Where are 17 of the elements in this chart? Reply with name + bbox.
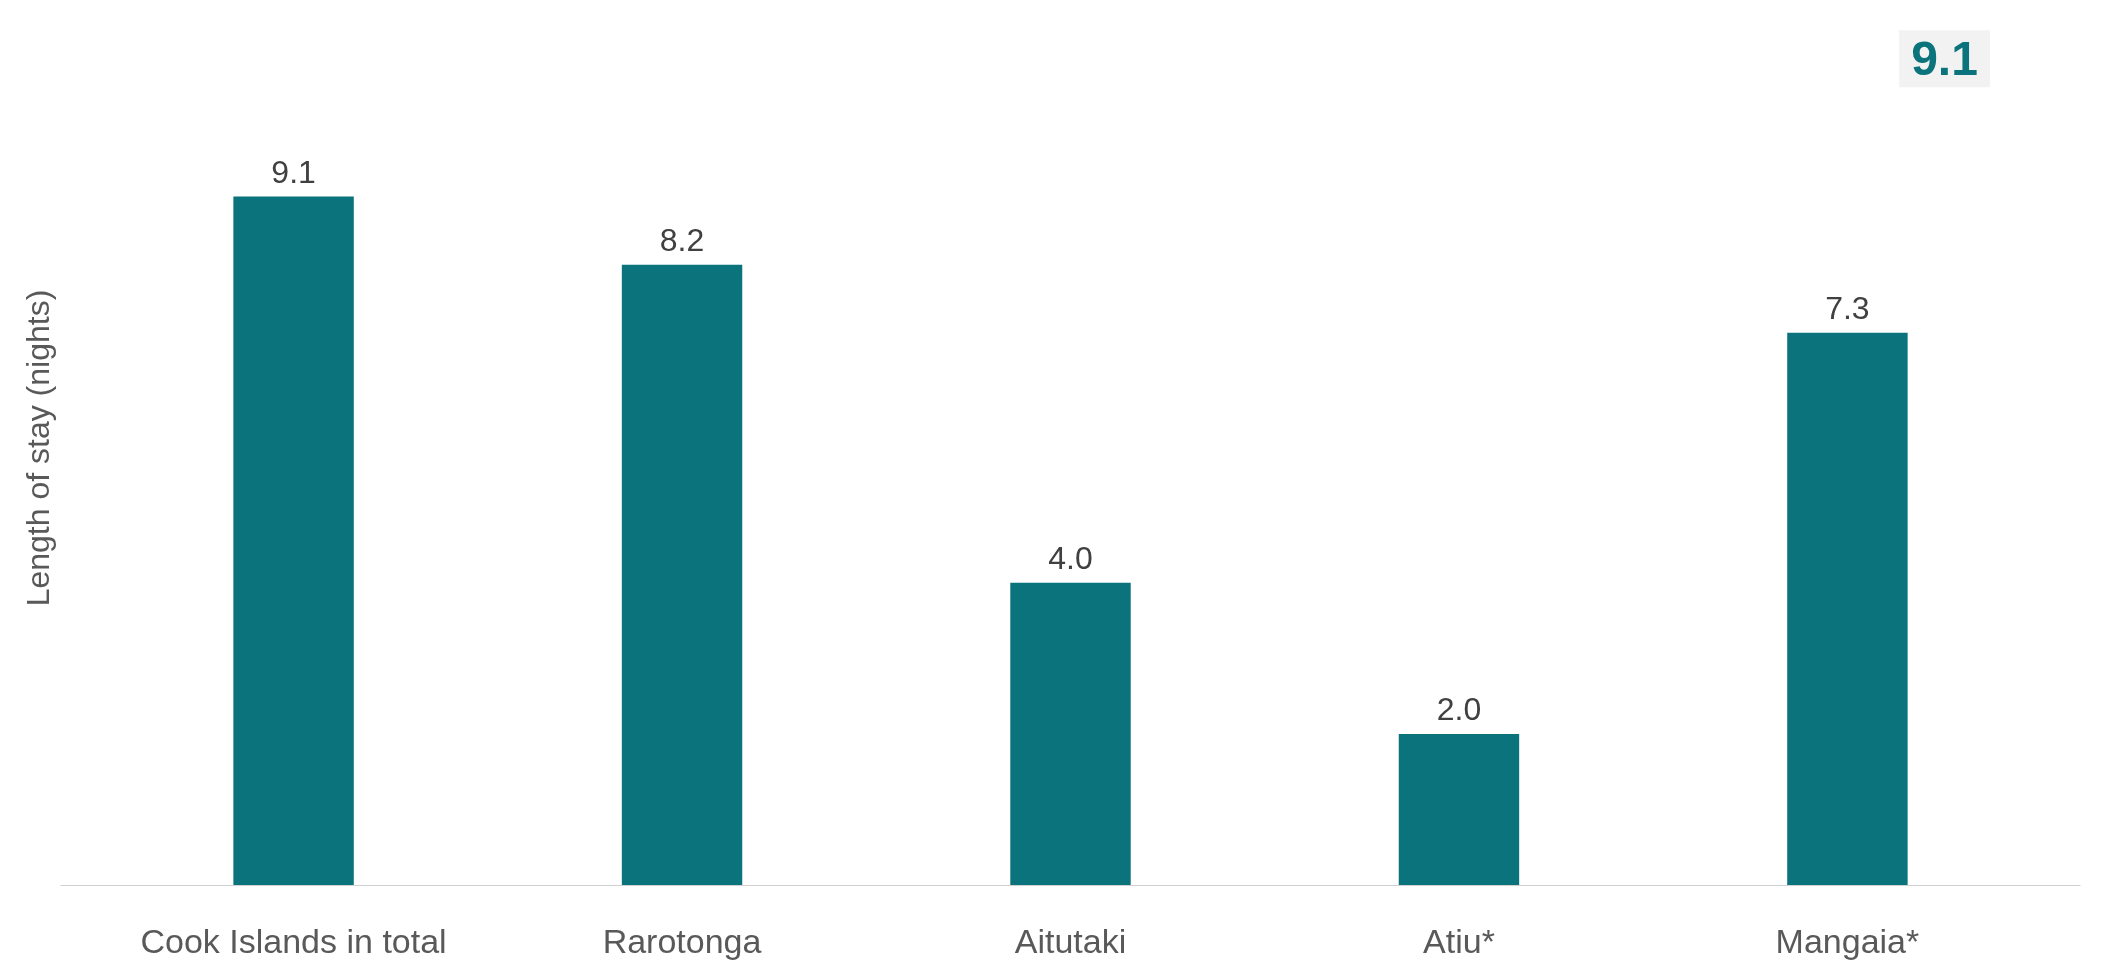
x-tick-label: Cook Islands in total [140,921,447,960]
bar [1787,332,1908,886]
bar [1010,582,1131,886]
y-axis-title: Length of stay (nights) [19,289,56,607]
text: 9.1 [1911,32,1978,86]
bar [1398,734,1520,886]
x-tick-label: Atiu* [1423,921,1495,960]
x-tick-label: Mangaia* [1775,921,1920,960]
data-label: 7.3 [1825,289,1870,326]
bar [233,196,354,886]
bar [621,264,743,886]
data-label: 8.2 [659,221,705,258]
data-label: 9.1 [271,153,316,190]
x-tick-label: Rarotonga [602,921,762,960]
data-label: 4.0 [1048,539,1093,576]
x-tick-label: Aitutaki [1014,921,1127,960]
data-label: 2.0 [1436,691,1482,728]
